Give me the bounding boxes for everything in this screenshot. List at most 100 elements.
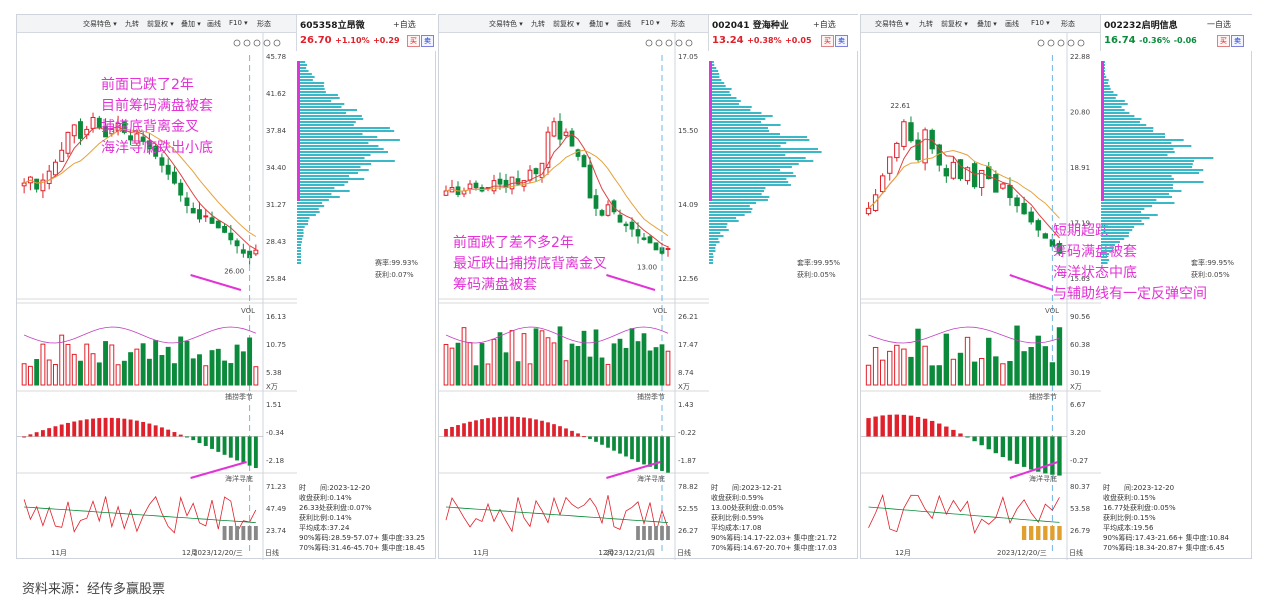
chip-bar [1101,229,1133,231]
candle-body [908,122,914,142]
chip-bar [709,259,713,261]
toolbar-item[interactable]: 形态 [671,20,685,28]
chip-info-3: 时 间:2023-12-20 收盘获利:0.15% 16.77处获利盘:0.05% 获… [1103,484,1230,552]
profit-rate-label: 套率:99.95% [797,258,840,267]
bottom-signal-bar [660,526,664,540]
chip-bar [297,121,356,123]
indicator-line [445,506,669,523]
buy-button[interactable]: 买 [407,35,420,47]
indicator-bar [53,426,58,437]
chip-bar [297,196,340,198]
candle-body [153,145,159,157]
indicator-pane-label: 海洋寻底 [637,474,665,483]
toolbar-item[interactable]: 画线 [1005,20,1019,28]
sell-button[interactable]: 卖 [1231,35,1244,47]
indicator-bar [624,436,628,457]
chip-bar [297,211,320,213]
chip-bar [1101,139,1184,141]
toolbar-item[interactable]: 前复权 ▾ [553,20,580,28]
bottom-signal-bar [1036,526,1041,540]
volume-bar [593,329,599,386]
toolbar-item[interactable]: F10 ▾ [1031,19,1050,27]
indicator-bar [600,436,604,445]
indicator-bar [147,423,152,437]
volume-bar [190,358,196,386]
toolbar-item[interactable]: F10 ▾ [229,19,248,27]
indicator-bar [880,415,885,437]
volume-bar [247,337,253,386]
candle-body [165,164,171,175]
candle-body [581,155,587,168]
volume-bar [978,357,985,386]
sell-button[interactable]: 卖 [421,35,434,47]
chip-bar [297,244,301,246]
remove-watchlist-button[interactable]: 一自选 [1207,20,1231,29]
volume-bar [993,356,999,386]
chip-bar [709,133,780,135]
candle-body [467,183,473,190]
buy-button[interactable]: 买 [821,35,834,47]
period-label: 日线 [265,548,279,557]
toolbar-item[interactable]: 叠加 ▾ [589,20,609,28]
candle-body [128,135,134,141]
stock-code: 002232启明信息 [1104,21,1178,31]
toolbar-item[interactable]: 交易特色 ▾ [489,20,523,28]
buy-button[interactable]: 买 [1217,35,1230,47]
add-watchlist-button[interactable]: +自选 [393,20,416,29]
candle-body [443,190,449,196]
volume-bar [533,328,539,386]
volume-unit-label: X万 [1070,383,1082,391]
toolbar-item[interactable]: 形态 [1061,20,1075,28]
toolbar-item[interactable]: 九转 [531,20,545,28]
toolbar-item[interactable]: F10 ▾ [641,19,660,27]
candle-body [146,140,152,150]
candle-body [59,149,65,162]
chip-bar [709,178,787,180]
toolbar-item[interactable]: 叠加 ▾ [181,20,201,28]
stock-panel-2: 交易特色 ▾ 九转 前复权 ▾ 叠加 ▾ 画线 F10 ▾ 形态 17.05 15… [438,14,858,560]
chip-bar [1101,241,1120,243]
chip-bar [1101,121,1140,123]
volume-bar [178,336,184,386]
volume-bar [228,363,234,386]
chip-bar [709,94,731,96]
chip-bar [1101,199,1157,201]
volume-bar [971,361,978,386]
volume-bar [46,359,52,386]
chip-bar [297,199,329,201]
toolbar-item[interactable]: 交易特色 ▾ [83,20,117,28]
sell-button[interactable]: 卖 [835,35,848,47]
x-tick-label: 12月 [895,549,911,557]
add-watchlist-button[interactable]: +自选 [813,20,836,29]
indicator-bar [166,429,171,437]
chip-bar [709,226,727,228]
indicator-line [445,495,669,533]
chip-bar [297,115,362,117]
toolbar-item[interactable]: 画线 [207,20,221,28]
indicator-bar [235,436,240,461]
chip-bar [297,160,395,162]
toolbar-item[interactable]: 交易特色 ▾ [875,20,909,28]
toolbar-item[interactable]: 九转 [125,20,139,28]
indicator-bar [873,416,878,437]
chip-bar [297,103,345,105]
indicator-bar [929,420,935,437]
toolbar-item[interactable]: 前复权 ▾ [147,20,174,28]
chip-bar [1101,238,1125,240]
control-icon [1067,39,1075,47]
toolbar-item[interactable]: 形态 [257,20,271,28]
chip-bar [1101,163,1193,165]
toolbar-item[interactable]: 叠加 ▾ [977,20,997,28]
indicator-bar [1007,436,1013,461]
chip-bar [297,163,372,165]
quote-header-1: 605358立昂微 +自选 26.70 +1.10% +0.29 买 卖 [296,15,436,51]
toolbar-item[interactable]: 画线 [617,20,631,28]
toolbar-item[interactable]: 九转 [919,20,933,28]
period-label: 日线 [1069,548,1083,557]
volume-bar [887,350,893,386]
chip-bar [297,253,301,255]
bottom-signal-bar [648,526,652,540]
volume-bar [53,363,58,386]
chip-info-1: 时 间:2023-12-20 收盘获利:0.14% 26.33处获利盘:0.07% 获… [299,484,426,552]
toolbar-item[interactable]: 前复权 ▾ [941,20,968,28]
